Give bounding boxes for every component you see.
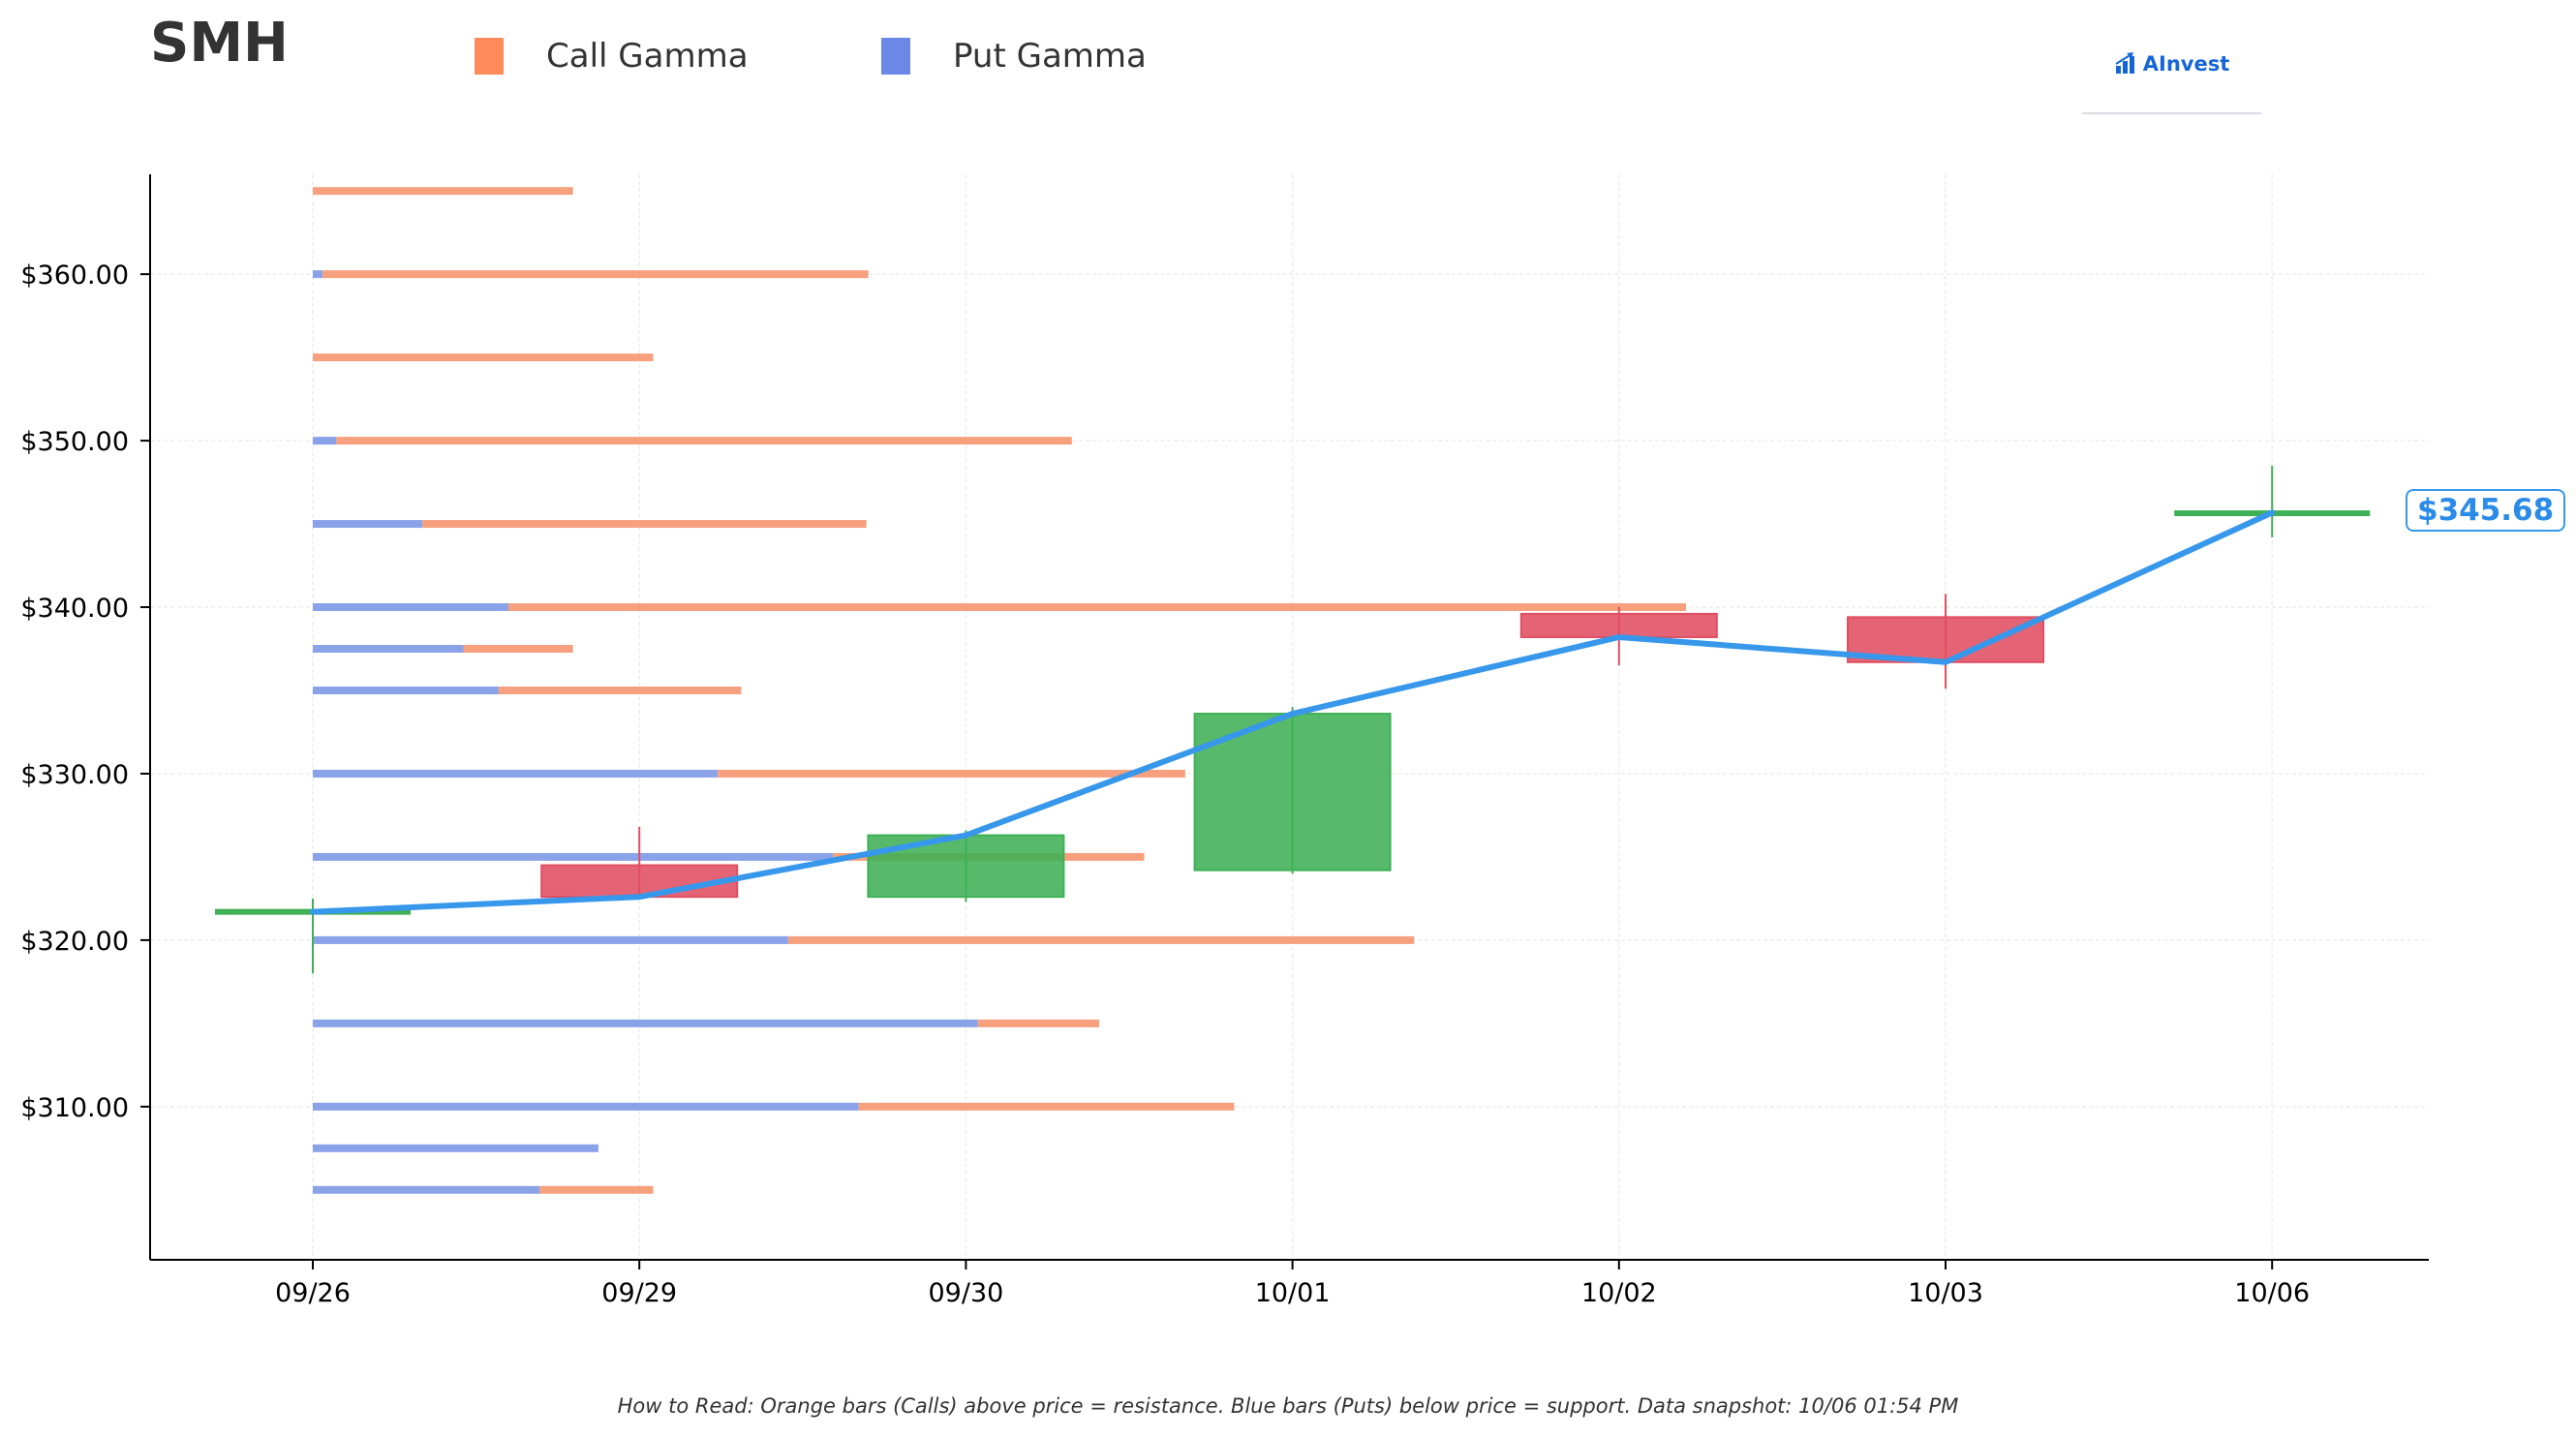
- candle-body: [867, 834, 1065, 899]
- put-gamma-bar: [313, 270, 323, 279]
- legend-put-gamma-label: Put Gamma: [953, 37, 1147, 76]
- call-gamma-bar: [977, 1019, 1100, 1027]
- footer-note: How to Read: Orange bars (Calls) above p…: [617, 1394, 1959, 1418]
- put-gamma-bar: [313, 645, 464, 654]
- put-gamma-swatch: [881, 38, 910, 75]
- put-gamma-bar: [313, 1144, 598, 1152]
- x-tick-label: 09/29: [601, 1278, 677, 1308]
- y-tick-label: $350.00: [20, 427, 129, 457]
- ainvest-logo: AInvest: [2082, 46, 2261, 114]
- call-gamma-bar: [463, 645, 573, 654]
- call-gamma-bar: [336, 437, 1072, 445]
- ticker-title: SMH: [150, 12, 289, 75]
- call-gamma-bar: [313, 353, 654, 362]
- put-gamma-bar: [313, 935, 788, 944]
- last-price-label: $345.68: [2406, 489, 2566, 532]
- close-price-line: [310, 509, 2276, 915]
- y-tick-label: $360.00: [20, 260, 129, 290]
- call-gamma-bar: [858, 1102, 1235, 1111]
- x-tick-label: 10/01: [1255, 1278, 1331, 1308]
- put-gamma-bar: [313, 1185, 540, 1194]
- call-gamma-bar: [539, 1185, 654, 1194]
- y-tick-label: $310.00: [20, 1093, 129, 1123]
- put-gamma-bar: [313, 686, 499, 694]
- x-tick-label: 09/30: [928, 1278, 1003, 1308]
- call-gamma-bar: [508, 603, 1687, 612]
- put-gamma-bar: [313, 437, 337, 445]
- call-gamma-bar: [498, 686, 742, 694]
- put-gamma-bar: [313, 1019, 978, 1027]
- y-tick-label: $330.00: [20, 760, 129, 790]
- call-gamma-bar: [313, 187, 573, 196]
- x-tick-label: 09/26: [275, 1278, 351, 1308]
- call-gamma-bar: [422, 520, 867, 529]
- y-tick-label: $320.00: [20, 927, 129, 957]
- y-tick-label: $340.00: [20, 594, 129, 624]
- put-gamma-bar: [313, 769, 719, 778]
- put-gamma-bar: [313, 1102, 859, 1111]
- x-tick-label: 10/03: [1908, 1278, 1983, 1308]
- call-gamma-swatch: [475, 38, 504, 75]
- call-gamma-bar: [322, 270, 869, 279]
- call-gamma-bar: [787, 935, 1415, 944]
- call-gamma-bar: [718, 769, 1185, 778]
- legend-call-gamma: Call Gamma: [475, 37, 749, 76]
- put-gamma-bar: [313, 520, 423, 529]
- x-tick-label: 10/06: [2234, 1278, 2310, 1308]
- chart-arrow-icon: [2115, 52, 2134, 74]
- put-gamma-bar: [313, 852, 834, 861]
- legend-put-gamma: Put Gamma: [881, 37, 1147, 76]
- put-gamma-bar: [313, 603, 508, 612]
- legend-call-gamma-label: Call Gamma: [546, 37, 749, 76]
- logo-text: AInvest: [2142, 52, 2230, 76]
- x-tick-label: 10/02: [1581, 1278, 1657, 1308]
- candle-body: [1519, 612, 1718, 638]
